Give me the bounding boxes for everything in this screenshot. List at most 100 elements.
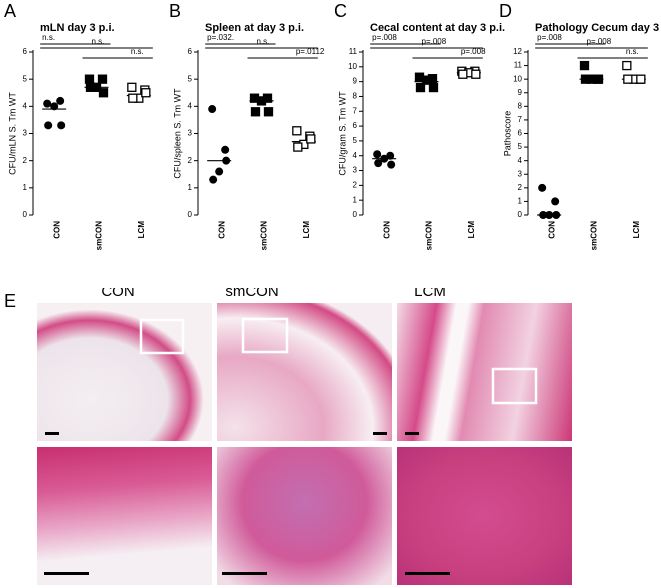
- scale-bar: [405, 432, 419, 435]
- data-point: [222, 156, 231, 165]
- zoom-box: [491, 367, 538, 405]
- scale-bar: [405, 572, 450, 575]
- chart-title: mLN day 3 p.i.: [40, 22, 115, 34]
- data-point: [380, 154, 389, 163]
- histology-image: [217, 303, 392, 441]
- data-point: [56, 96, 65, 105]
- comparison-label: p=.0112: [296, 47, 325, 56]
- histology-image: [397, 303, 572, 441]
- panel-letter: B: [169, 1, 181, 21]
- column-label: CON: [101, 288, 134, 300]
- data-point: [256, 96, 267, 106]
- column-label: smCON: [225, 288, 278, 300]
- panel-letter: E: [4, 291, 16, 311]
- y-tick-label: 0: [23, 210, 28, 219]
- panel-letter: D: [499, 1, 512, 21]
- data-point: [539, 211, 548, 219]
- x-tick-label: CON: [382, 221, 391, 239]
- y-tick-label: 1: [188, 183, 193, 192]
- scale-bar: [373, 432, 387, 435]
- x-tick-label: LCM: [467, 221, 476, 239]
- y-tick-label: 2: [23, 156, 28, 165]
- y-tick-label: 0: [353, 210, 358, 219]
- comparison-label: p=.008: [461, 47, 486, 56]
- data-point: [593, 74, 604, 84]
- data-point: [415, 82, 426, 93]
- y-tick-label: 10: [513, 74, 522, 83]
- x-tick-label: smCON: [425, 221, 434, 251]
- x-tick-label: CON: [52, 221, 61, 239]
- comparison-label: p=.008: [422, 37, 447, 46]
- y-tick-label: 1: [518, 197, 523, 206]
- y-axis-label: Pathoscore: [502, 111, 512, 157]
- panel-letter: A: [4, 1, 16, 21]
- histology-image: [397, 447, 572, 585]
- data-point: [428, 82, 439, 93]
- y-axis-label: CFU/mLN S. Tm WT: [7, 92, 17, 175]
- y-axis-label: CFU/gram S. Tm WT: [337, 91, 347, 176]
- y-tick-label: 2: [353, 180, 358, 189]
- comparison-label: n.s.: [92, 37, 105, 46]
- data-point: [545, 211, 554, 219]
- y-tick-label: 2: [188, 156, 193, 165]
- comparison-label: p=.032.: [207, 33, 234, 42]
- data-point: [85, 82, 96, 92]
- panel-e: E CON smCON LCM: [4, 288, 446, 311]
- data-point: [622, 60, 632, 71]
- y-tick-label: 0: [518, 210, 523, 219]
- y-tick-label: 0: [188, 210, 193, 219]
- y-tick-label: 6: [188, 47, 193, 56]
- x-tick-label: smCON: [260, 221, 269, 251]
- data-point: [208, 105, 217, 114]
- zoom-box: [241, 317, 289, 354]
- y-tick-label: 8: [518, 101, 523, 110]
- y-tick-label: 8: [353, 92, 358, 101]
- data-point: [623, 74, 633, 84]
- comparison-label: n.s.: [626, 47, 639, 56]
- y-tick-label: 4: [518, 156, 523, 165]
- data-point: [127, 82, 137, 92]
- data-point: [636, 74, 646, 84]
- histology-image: [217, 447, 392, 585]
- y-tick-label: 3: [518, 169, 523, 178]
- comparison-label: n.s.: [42, 33, 55, 42]
- data-point: [263, 107, 274, 117]
- y-tick-label: 5: [23, 74, 28, 83]
- comparison-label: p=.008: [537, 33, 562, 42]
- y-tick-label: 5: [353, 136, 358, 145]
- y-tick-label: 9: [518, 88, 523, 97]
- y-tick-label: 10: [348, 62, 357, 71]
- y-axis-label: CFU/spleen S. Tm WT: [172, 88, 182, 179]
- x-tick-label: smCON: [590, 221, 599, 251]
- x-tick-label: LCM: [302, 221, 311, 239]
- comparison-label: p=.008: [372, 33, 397, 42]
- chart-title: Spleen at day 3 p.i.: [205, 22, 304, 34]
- data-point: [551, 197, 560, 206]
- scale-bar: [45, 432, 59, 435]
- y-tick-label: 2: [518, 183, 523, 192]
- data-point: [471, 69, 481, 79]
- data-point: [128, 93, 138, 103]
- data-point: [141, 88, 151, 98]
- x-tick-label: LCM: [137, 221, 146, 239]
- comparison-label: n.s.: [257, 37, 270, 46]
- y-tick-label: 11: [514, 61, 523, 70]
- chart-title: Pathology Cecum day 3 p.i.: [535, 22, 661, 34]
- y-tick-label: 6: [353, 121, 358, 130]
- y-tick-label: 3: [23, 129, 28, 138]
- y-tick-label: 1: [23, 183, 28, 192]
- y-tick-label: 1: [353, 195, 358, 204]
- data-point: [580, 74, 591, 84]
- y-tick-label: 12: [513, 47, 522, 56]
- data-point: [50, 102, 59, 111]
- data-point: [579, 60, 590, 71]
- data-point: [43, 99, 52, 108]
- y-tick-label: 3: [188, 129, 193, 138]
- y-tick-label: 11: [349, 47, 358, 56]
- data-point: [373, 150, 382, 159]
- y-tick-label: 5: [518, 142, 523, 151]
- data-point: [293, 142, 303, 152]
